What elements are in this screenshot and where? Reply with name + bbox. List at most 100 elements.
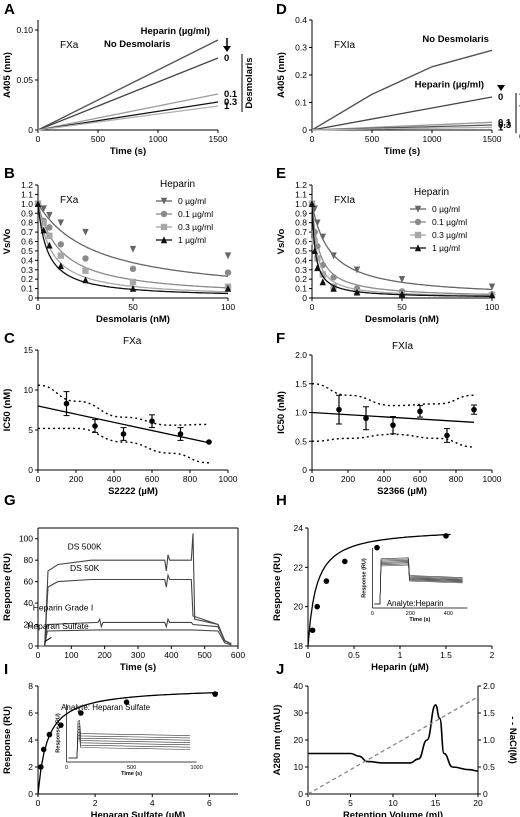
inset-x-tick-label: 1000 (190, 765, 202, 771)
y-tick-label: 8 (28, 681, 33, 691)
panel-label-c: C (4, 330, 15, 347)
inset-trace (374, 559, 463, 605)
inset-x-tick-label: 0 (371, 611, 374, 617)
x-tick-label: 200 (98, 650, 112, 660)
data-point (123, 699, 130, 705)
data-point (129, 278, 137, 286)
y-tick-label: 4 (28, 735, 33, 745)
y-tick-label: 0.1 (295, 98, 307, 108)
data-point (212, 691, 218, 697)
y-tick-label: 1.0 (295, 408, 307, 418)
x-tick-label: 1000 (149, 134, 168, 144)
x-tick-label: 400 (164, 650, 178, 660)
y-tick-label: 6 (28, 708, 33, 718)
x-tick-label: 0 (310, 302, 315, 312)
legend-entry: 1 µg/ml (178, 235, 206, 245)
y2-axis-title: - - NaCl(M) (507, 716, 518, 764)
no-desmolaris-label: No Desmolaris (104, 39, 171, 50)
legend-title: Heparin (414, 187, 449, 198)
y2-tick-label: 1.5 (483, 708, 495, 718)
panel-f: F 0 200 400 600 800 1000 0 0.5 1.0 1.5 2.0 S2366 (µM… (276, 330, 502, 497)
data-point (129, 245, 137, 253)
series-line (37, 101, 219, 131)
data-point (57, 252, 64, 259)
data-point (57, 241, 64, 248)
y-tick-label: 1.0 (295, 199, 307, 209)
series-line (38, 629, 232, 647)
x-tick-label: 500 (91, 134, 105, 144)
data-point (120, 431, 127, 437)
inset-trace (374, 563, 463, 605)
data-point (488, 291, 496, 299)
y-tick-label: 0.05 (16, 75, 33, 85)
panel-annotation: FXIa (334, 40, 356, 51)
x-axis-title: Heparin (µM) (371, 662, 429, 673)
x-tick-label: 50 (128, 302, 138, 312)
inset-x-tick-label: 500 (127, 765, 136, 771)
series-label: 1 (224, 101, 230, 112)
inset-trace (374, 557, 463, 605)
x-tick-label: 4 (150, 798, 155, 808)
panel-annotation: FXa (123, 336, 142, 347)
x-tick-label: 50 (397, 302, 407, 312)
series-line (37, 93, 219, 131)
y-tick-label: 10 (24, 385, 34, 395)
inset: 0 500 1000 Time (s) Response (RU)Analyte: He… (56, 703, 203, 777)
data-point (363, 415, 369, 422)
x-tick-label: 6 (207, 798, 212, 808)
x-tick-label: 15 (431, 798, 441, 808)
panel-annotation: FXIa (392, 341, 414, 352)
panel-label-e: E (276, 165, 286, 182)
data-point (308, 200, 316, 208)
arrow-head (497, 85, 505, 91)
panel-c: C 0 200 400 600 800 1000 0 5 10 15 S2222 (µM) IC50 (… (2, 330, 238, 497)
data-point (319, 278, 326, 286)
x-tick-label: 500 (198, 650, 212, 660)
y-tick-label: 0.4 (295, 15, 307, 25)
data-point (330, 252, 337, 260)
y-tick-label: 10 (294, 762, 304, 772)
panel-label-h: H (276, 492, 287, 509)
series-label: DS 500K (68, 541, 102, 551)
y-tick-label: 0.7 (295, 227, 307, 237)
x-tick-label: 0 (36, 798, 41, 808)
inset-trace (374, 562, 463, 605)
y-tick-label: 0.2 (295, 70, 307, 80)
y-tick-label: 0 (302, 125, 307, 135)
inset-y-title: Response (RU) (56, 713, 62, 753)
a280-trace (307, 704, 479, 772)
x-tick-label: 800 (449, 474, 463, 484)
y-tick-label: 0.6 (21, 237, 33, 247)
data-point (314, 255, 321, 262)
x-tick-label: 200 (341, 474, 355, 484)
data-point (160, 197, 168, 205)
panel-annotation: FXa (60, 40, 79, 51)
data-point (40, 226, 47, 234)
y-tick-label: 1.2 (21, 180, 33, 190)
arrow (44, 636, 52, 643)
y-tick-label: 0.8 (295, 218, 307, 228)
y-tick-label: 0 (28, 125, 33, 135)
y-axis-title: Vs/Vo (2, 228, 13, 254)
legend-entry: 0 µg/ml (432, 204, 460, 214)
series-label: 0 (498, 92, 503, 103)
y-tick-label: 100 (19, 534, 33, 544)
y-tick-label: 0.5 (21, 246, 33, 256)
y-tick-label: 0 (28, 641, 33, 651)
data-point (314, 219, 321, 227)
y-tick-label: 0 (302, 465, 307, 475)
panel-label-i: I (4, 661, 8, 678)
x-tick-label: 10 (388, 798, 398, 808)
y-tick-label: 0 (28, 465, 33, 475)
panel-i: I 0 2 4 6 0 2 4 6 8 Heparan Sulfate (µM) Response (… (2, 661, 238, 817)
y-tick-label: 0 (298, 789, 303, 799)
legend-entry: 0 µg/ml (178, 196, 206, 206)
y-tick-label: 80 (24, 555, 34, 565)
desmolaris-label: Desmolaris (244, 57, 255, 108)
inset: 0 200 400 Time (s) Response (RU) Analyte:Hepa… (361, 548, 468, 623)
data-point (92, 423, 98, 429)
y-tick-label: 0.7 (21, 227, 33, 237)
inset-x-tick-label: 0 (65, 765, 68, 771)
